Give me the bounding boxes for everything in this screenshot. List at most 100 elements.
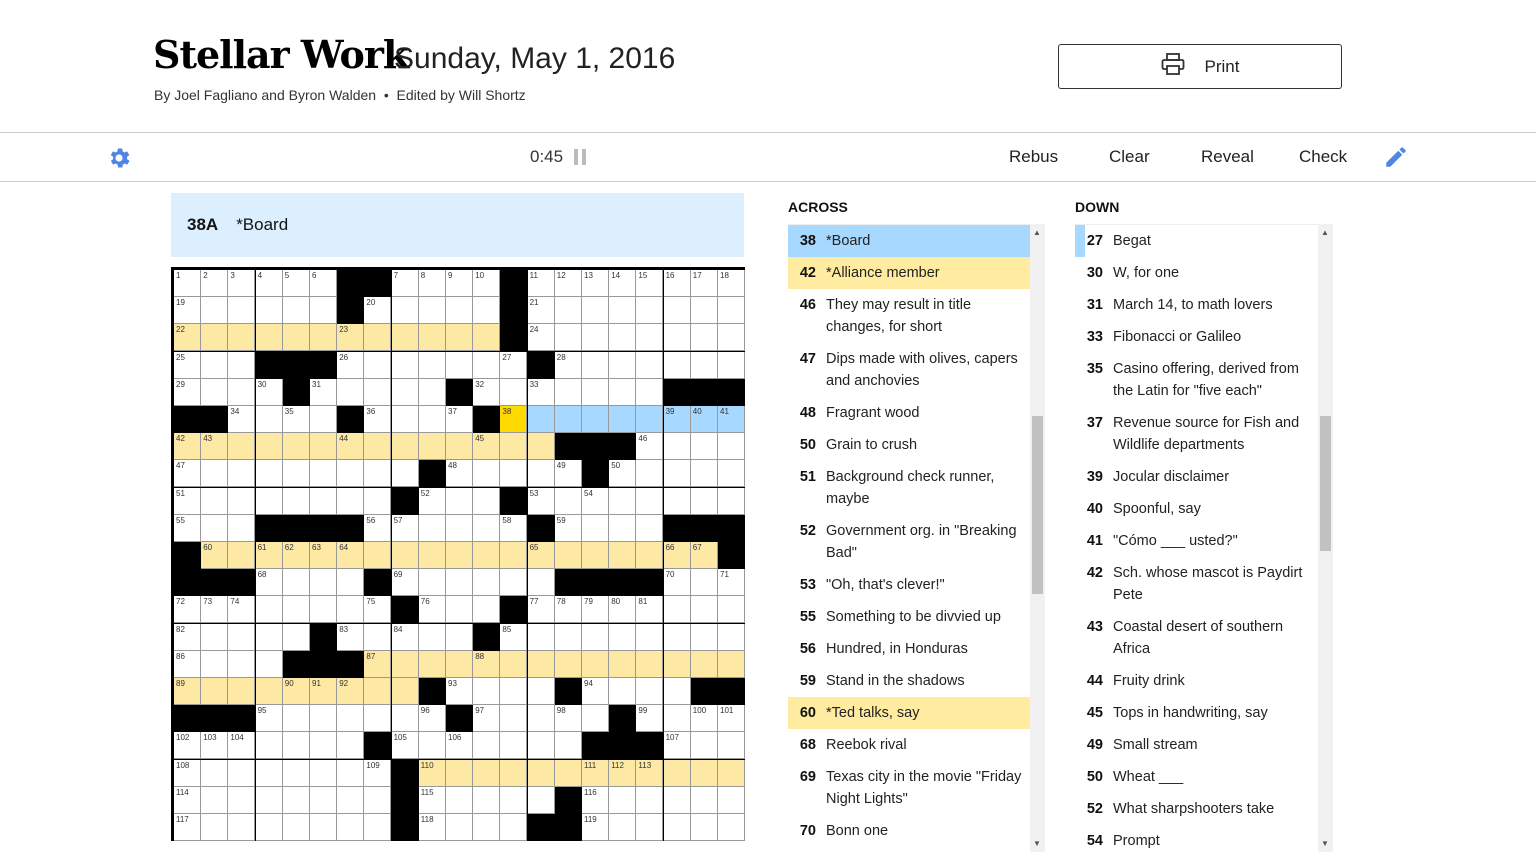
grid-cell[interactable]: 92 — [337, 678, 365, 705]
grid-cell[interactable]: 102 — [174, 732, 201, 760]
grid-cell[interactable] — [310, 487, 337, 515]
clue-item[interactable]: 33 Fibonacci or Galileo — [1075, 321, 1318, 353]
grid-cell[interactable] — [282, 324, 310, 352]
grid-cell[interactable]: 112 — [609, 759, 637, 787]
grid-cell[interactable] — [391, 406, 419, 433]
grid-cell[interactable]: 40 — [690, 406, 718, 433]
grid-cell[interactable] — [636, 351, 664, 379]
grid-cell[interactable]: 115 — [418, 786, 446, 814]
grid-cell[interactable] — [690, 297, 718, 325]
grid-cell[interactable] — [282, 433, 310, 461]
grid-cell[interactable] — [527, 569, 555, 597]
grid-cell[interactable]: 4 — [255, 270, 283, 297]
grid-cell[interactable]: 111 — [582, 759, 609, 787]
grid-cell[interactable] — [364, 351, 392, 379]
grid-cell[interactable] — [364, 542, 392, 569]
grid-cell[interactable] — [473, 351, 501, 379]
grid-cell[interactable]: 37 — [446, 406, 473, 433]
grid-cell[interactable] — [636, 378, 664, 406]
grid-cell[interactable]: 6 — [310, 270, 337, 297]
grid-cell[interactable] — [418, 297, 446, 325]
grid-cell[interactable] — [364, 705, 392, 733]
grid-cell[interactable]: 89 — [174, 678, 201, 705]
grid-cell[interactable] — [418, 378, 446, 406]
grid-cell[interactable] — [310, 297, 337, 325]
grid-cell[interactable]: 86 — [174, 650, 201, 678]
grid-cell[interactable] — [228, 487, 256, 515]
grid-cell[interactable] — [636, 623, 664, 651]
grid-cell[interactable] — [418, 351, 446, 379]
grid-cell[interactable]: 65 — [527, 542, 555, 569]
grid-cell[interactable]: 88 — [473, 650, 501, 678]
grid-cell[interactable] — [201, 678, 229, 705]
grid-cell[interactable] — [282, 623, 310, 651]
scroll-up-icon[interactable]: ▲ — [1033, 228, 1041, 237]
grid-cell[interactable] — [500, 460, 528, 488]
grid-cell[interactable] — [337, 732, 365, 760]
grid-cell[interactable] — [282, 732, 310, 760]
grid-cell[interactable]: 13 — [582, 270, 609, 297]
grid-cell[interactable] — [473, 596, 501, 624]
grid-cell[interactable] — [718, 786, 745, 814]
clue-item[interactable]: 56 Hundred, in Honduras — [788, 633, 1030, 665]
grid-cell[interactable] — [446, 786, 473, 814]
grid-cell[interactable]: 28 — [554, 351, 582, 379]
grid-cell[interactable] — [473, 324, 501, 352]
grid-cell[interactable]: 76 — [418, 596, 446, 624]
grid-cell[interactable]: 87 — [364, 650, 392, 678]
grid-cell[interactable] — [554, 542, 582, 569]
grid-cell[interactable] — [690, 324, 718, 352]
clue-item[interactable]: 48 Fragrant wood — [788, 397, 1030, 429]
grid-cell[interactable] — [282, 297, 310, 325]
grid-cell[interactable] — [582, 650, 609, 678]
grid-cell[interactable]: 70 — [663, 569, 691, 597]
across-scrollbar[interactable]: ▲ ▼ — [1030, 224, 1045, 852]
grid-cell[interactable] — [527, 678, 555, 705]
grid-cell[interactable] — [609, 487, 637, 515]
grid-cell[interactable] — [718, 732, 745, 760]
grid-cell[interactable] — [609, 406, 637, 433]
grid-cell[interactable] — [718, 324, 745, 352]
grid-cell[interactable]: 23 — [337, 324, 365, 352]
grid-cell[interactable]: 79 — [582, 596, 609, 624]
grid-cell[interactable]: 34 — [228, 406, 256, 433]
grid-cell[interactable]: 35 — [282, 406, 310, 433]
grid-cell[interactable]: 57 — [391, 514, 419, 542]
grid-cell[interactable] — [391, 542, 419, 569]
grid-cell[interactable] — [418, 406, 446, 433]
grid-cell[interactable]: 33 — [527, 378, 555, 406]
clue-item[interactable]: 49 Small stream — [1075, 729, 1318, 761]
scroll-thumb[interactable] — [1032, 416, 1043, 594]
grid-cell[interactable] — [690, 569, 718, 597]
grid-cell[interactable] — [609, 678, 637, 705]
grid-cell[interactable] — [446, 596, 473, 624]
grid-cell[interactable] — [310, 433, 337, 461]
grid-cell[interactable] — [609, 378, 637, 406]
grid-cell[interactable]: 85 — [500, 623, 528, 651]
grid-cell[interactable] — [337, 378, 365, 406]
grid-cell[interactable] — [636, 297, 664, 325]
grid-cell[interactable] — [418, 569, 446, 597]
grid-cell[interactable] — [690, 759, 718, 787]
grid-cell[interactable] — [310, 759, 337, 787]
grid-cell[interactable] — [228, 678, 256, 705]
grid-cell[interactable]: 71 — [718, 569, 745, 597]
grid-cell[interactable] — [636, 324, 664, 352]
grid-cell[interactable] — [282, 705, 310, 733]
grid-cell[interactable] — [364, 324, 392, 352]
grid-cell[interactable]: 90 — [282, 678, 310, 705]
grid-cell[interactable] — [310, 786, 337, 814]
grid-cell[interactable] — [663, 324, 691, 352]
clue-item[interactable]: 60 *Ted talks, say — [788, 697, 1030, 729]
scroll-up-icon[interactable]: ▲ — [1321, 228, 1329, 237]
grid-cell[interactable] — [446, 650, 473, 678]
grid-cell[interactable] — [310, 732, 337, 760]
grid-cell[interactable] — [663, 460, 691, 488]
grid-cell[interactable] — [582, 623, 609, 651]
pause-icon[interactable] — [574, 149, 586, 166]
grid-cell[interactable] — [500, 705, 528, 733]
grid-cell[interactable] — [228, 433, 256, 461]
grid-cell[interactable]: 80 — [609, 596, 637, 624]
grid-cell[interactable] — [255, 460, 283, 488]
grid-cell[interactable] — [554, 759, 582, 787]
